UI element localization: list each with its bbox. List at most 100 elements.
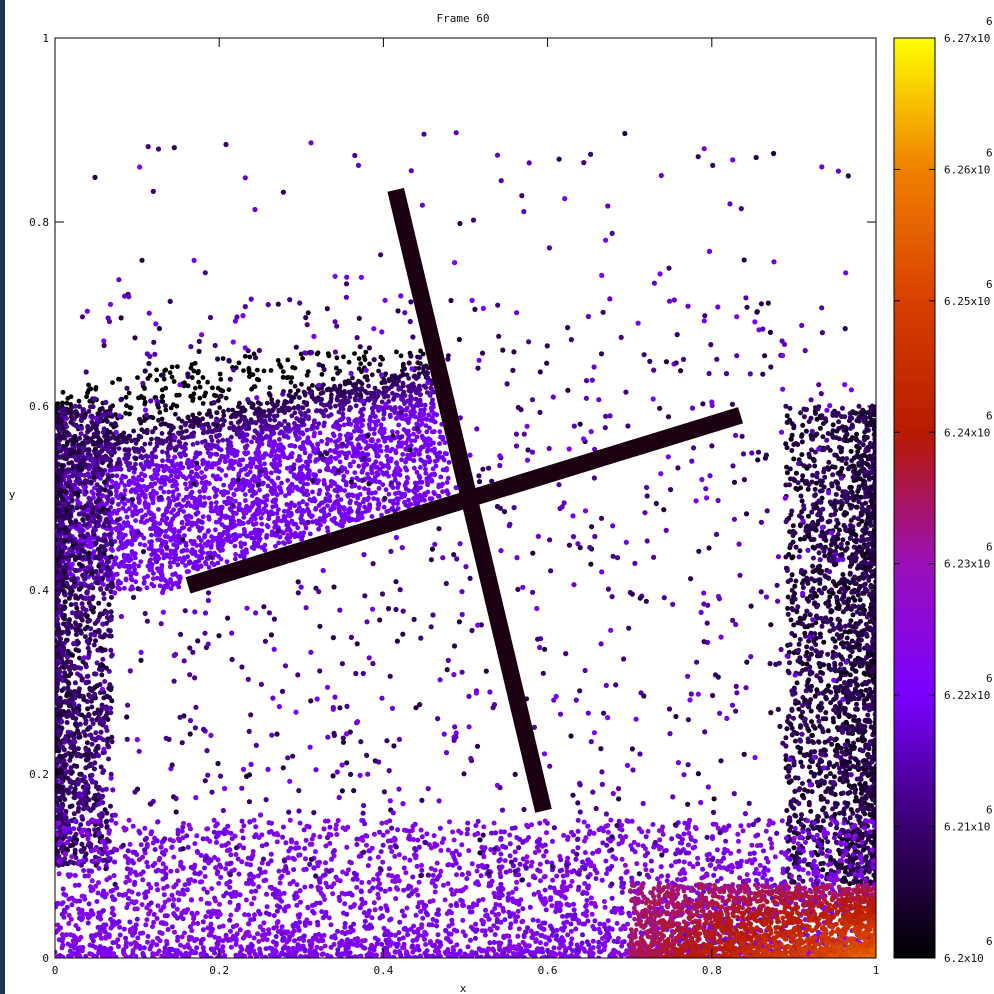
- data-point: [386, 377, 392, 382]
- data-point: [403, 446, 409, 452]
- data-point: [77, 552, 83, 558]
- data-point: [339, 512, 345, 517]
- data-point: [122, 501, 127, 507]
- data-point: [242, 529, 248, 535]
- data-point: [275, 425, 280, 430]
- data-point: [102, 537, 108, 543]
- data-point: [432, 449, 437, 454]
- data-point: [323, 408, 328, 413]
- data-point: [362, 486, 367, 491]
- data-point: [82, 626, 88, 632]
- data-point: [108, 546, 114, 552]
- data-point: [202, 474, 208, 480]
- data-point: [138, 508, 144, 513]
- data-point: [244, 550, 250, 555]
- data-point: [208, 542, 214, 548]
- data-point: [89, 413, 95, 419]
- data-point: [425, 489, 431, 495]
- data-point: [249, 386, 255, 392]
- data-point: [233, 556, 238, 562]
- data-point: [418, 485, 423, 490]
- data-point: [310, 383, 315, 388]
- data-point: [366, 383, 371, 389]
- data-point: [217, 517, 223, 522]
- data-point: [79, 563, 85, 569]
- data-point: [444, 466, 449, 471]
- data-point: [149, 539, 155, 544]
- data-point: [335, 488, 340, 494]
- data-point: [93, 499, 99, 505]
- data-point: [417, 397, 423, 403]
- data-point: [400, 380, 406, 386]
- data-point: [291, 521, 296, 527]
- data-point: [92, 766, 97, 772]
- data-point: [315, 442, 321, 448]
- data-point: [119, 559, 125, 565]
- data-point: [245, 450, 251, 456]
- data-point: [174, 502, 180, 508]
- data-point: [241, 515, 247, 520]
- data-point: [125, 455, 131, 461]
- data-point: [275, 443, 281, 449]
- data-point: [353, 517, 359, 523]
- data-point: [67, 590, 73, 596]
- data-point: [66, 629, 71, 635]
- data-point: [397, 472, 403, 478]
- data-point: [190, 551, 196, 556]
- data-point: [150, 576, 156, 582]
- data-point: [172, 536, 178, 542]
- data-point: [336, 503, 342, 509]
- data-point: [68, 765, 74, 771]
- data-point: [326, 386, 331, 392]
- data-point: [371, 431, 377, 437]
- data-point: [129, 542, 135, 547]
- data-point: [230, 407, 236, 413]
- data-point: [250, 459, 256, 465]
- data-point: [75, 640, 81, 646]
- data-point: [142, 575, 147, 581]
- data-point: [372, 385, 378, 391]
- data-point: [396, 422, 402, 428]
- data-point: [240, 405, 246, 411]
- data-point: [184, 569, 190, 575]
- data-point: [199, 439, 205, 445]
- data-point: [214, 504, 219, 510]
- data-point: [117, 564, 122, 569]
- data-point: [267, 385, 273, 390]
- chart-title: Frame 60: [437, 12, 490, 25]
- data-point: [334, 355, 340, 361]
- data-point: [173, 474, 179, 479]
- data-point: [302, 390, 308, 396]
- data-point: [375, 393, 381, 399]
- data-point: [372, 420, 378, 425]
- data-point: [361, 354, 367, 359]
- data-point: [279, 406, 285, 412]
- data-point: [197, 494, 203, 500]
- data-point: [63, 817, 69, 823]
- data-point: [301, 399, 307, 405]
- data-point: [424, 449, 430, 454]
- data-point: [211, 562, 217, 568]
- data-point: [93, 695, 98, 701]
- data-point: [184, 503, 189, 508]
- data-point: [243, 498, 248, 503]
- data-point: [186, 465, 192, 470]
- data-point: [366, 508, 372, 513]
- data-point: [92, 793, 98, 798]
- data-point: [250, 500, 256, 506]
- data-point: [356, 485, 362, 490]
- data-point: [419, 417, 425, 422]
- data-point: [156, 547, 162, 553]
- data-point: [61, 621, 66, 627]
- data-point: [174, 392, 180, 398]
- data-point: [227, 449, 232, 455]
- data-point: [306, 510, 312, 516]
- data-point: [105, 736, 111, 742]
- data-point: [170, 493, 176, 499]
- data-point: [71, 641, 77, 647]
- data-point: [310, 423, 315, 429]
- data-point: [89, 439, 95, 444]
- data-point: [320, 390, 326, 395]
- data-point: [76, 511, 82, 517]
- data-point: [327, 493, 332, 499]
